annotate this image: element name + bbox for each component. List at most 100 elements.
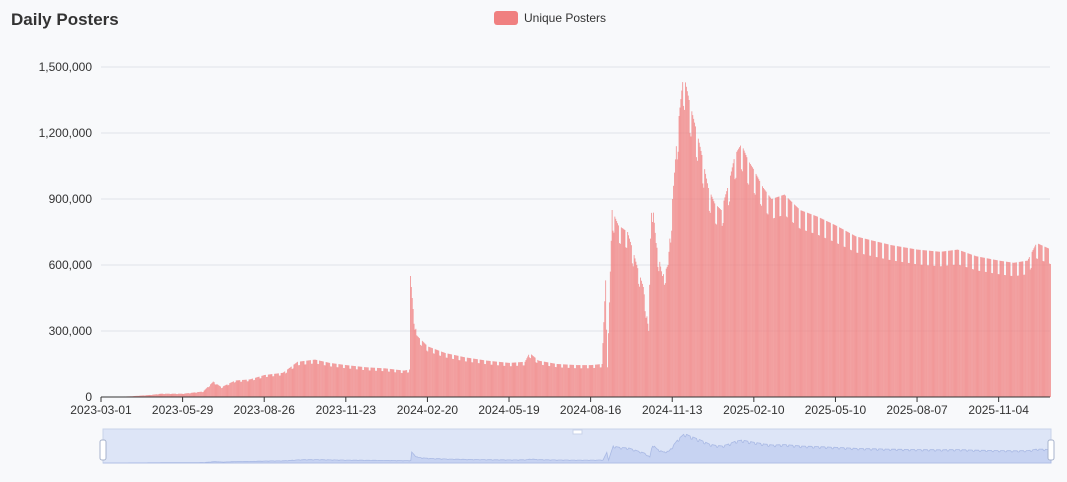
bar <box>564 364 566 397</box>
zoom-handle-right[interactable] <box>1047 439 1055 461</box>
bar <box>284 371 286 397</box>
bar <box>306 360 308 397</box>
bar <box>643 294 645 397</box>
bar <box>943 251 945 397</box>
bar <box>862 238 863 397</box>
bar <box>585 365 586 397</box>
zoom-handle-left[interactable] <box>99 439 107 461</box>
bar <box>1004 274 1005 397</box>
bar <box>300 361 302 397</box>
bar <box>310 360 311 397</box>
bar <box>964 252 966 397</box>
bar <box>563 364 564 397</box>
bar <box>193 392 195 397</box>
bar <box>877 241 879 397</box>
bar <box>379 368 381 397</box>
bar <box>696 157 697 397</box>
bar <box>163 394 165 397</box>
bar <box>474 358 475 397</box>
bar <box>842 229 844 397</box>
bar <box>387 368 388 397</box>
bar <box>899 246 901 397</box>
data-zoom-slider[interactable] <box>99 428 1055 464</box>
bar <box>1027 260 1028 397</box>
bar <box>915 264 916 397</box>
bar <box>357 366 359 397</box>
bar <box>849 232 850 397</box>
bar <box>236 380 238 397</box>
bar <box>583 365 585 397</box>
bar <box>345 365 347 397</box>
bar <box>298 365 299 397</box>
bar <box>464 357 465 397</box>
bar <box>693 118 695 398</box>
bar <box>346 365 348 397</box>
bar <box>869 255 871 397</box>
bar <box>1021 261 1023 397</box>
bar <box>626 247 628 397</box>
bar <box>651 212 652 397</box>
bar <box>182 394 184 397</box>
bar <box>500 362 502 397</box>
bar <box>341 364 343 397</box>
bar <box>1018 261 1020 397</box>
bar <box>361 366 363 397</box>
bar <box>586 365 587 397</box>
bar <box>343 368 345 397</box>
bar <box>308 360 309 397</box>
bar <box>815 215 817 397</box>
bar <box>827 221 828 397</box>
bar <box>416 335 418 397</box>
bar <box>1048 248 1049 397</box>
bar <box>225 384 227 397</box>
bar <box>688 100 690 397</box>
bar <box>405 370 407 397</box>
bar <box>522 365 524 397</box>
bar <box>222 386 224 397</box>
bar <box>767 214 769 397</box>
bar <box>1007 261 1009 397</box>
bar <box>907 262 909 397</box>
bar <box>493 361 495 397</box>
bar <box>266 376 268 397</box>
bar <box>332 363 334 397</box>
bar <box>179 393 181 397</box>
bar <box>440 355 442 397</box>
bar <box>202 392 204 397</box>
bar <box>412 309 414 397</box>
bar <box>262 375 264 397</box>
bar <box>1050 263 1051 397</box>
bar <box>994 259 996 397</box>
bar <box>410 276 411 397</box>
bar <box>287 369 288 397</box>
bar <box>697 138 699 397</box>
bar <box>1035 244 1037 397</box>
bar <box>264 375 265 397</box>
bar <box>213 382 215 397</box>
bar <box>617 223 618 397</box>
bar <box>578 365 580 397</box>
bar <box>523 365 525 397</box>
bar <box>633 255 635 397</box>
bar <box>363 370 365 397</box>
bar <box>205 388 207 397</box>
bar <box>922 250 924 397</box>
bar <box>469 358 471 397</box>
bar <box>678 116 680 397</box>
y-tick-label: 1,500,000 <box>39 60 93 74</box>
bar <box>744 152 746 397</box>
bar <box>443 352 444 397</box>
bar <box>939 251 940 397</box>
legend-item-unique-posters[interactable]: Unique Posters <box>494 11 606 25</box>
bar <box>303 360 305 397</box>
bar <box>909 248 911 397</box>
bar <box>525 360 527 397</box>
bar <box>343 367 344 397</box>
bar <box>199 391 200 397</box>
bar <box>253 380 254 397</box>
zoom-move-handle[interactable] <box>572 429 583 435</box>
bar <box>136 395 138 397</box>
bar <box>992 273 994 397</box>
bar <box>251 378 253 397</box>
bar <box>588 365 590 397</box>
